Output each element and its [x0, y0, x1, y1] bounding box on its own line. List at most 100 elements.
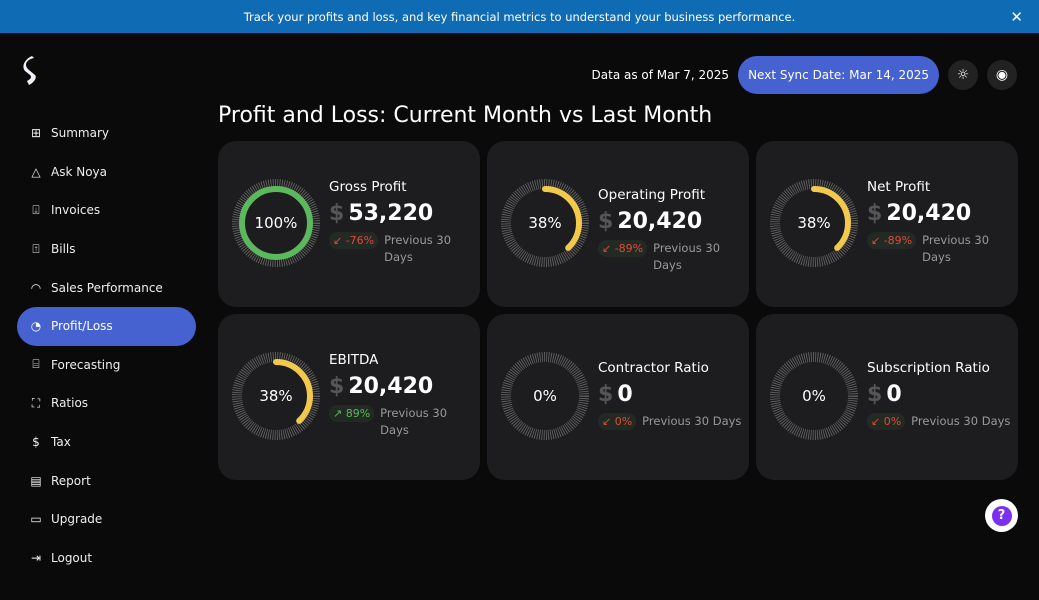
top-bar: Data as of Mar 7, 2025 Next Sync Date: M…	[592, 56, 1017, 94]
progress-gauge: 0%	[501, 352, 589, 440]
close-icon[interactable]: ✕	[1010, 8, 1023, 26]
sidebar-item-label: Logout	[51, 550, 93, 565]
sidebar-item-profit-loss[interactable]: ◔ Profit/Loss	[17, 306, 196, 346]
currency-symbol: $	[329, 201, 345, 226]
card-title: Operating Profit	[598, 187, 705, 203]
comparison-period: Previous 30 Days	[384, 233, 452, 264]
progress-gauge: 38%	[501, 179, 589, 267]
grid-icon: ⊞	[30, 126, 42, 141]
card-amount: 20,420	[348, 374, 434, 399]
sidebar-item-label: Tax	[51, 435, 71, 450]
metric-card-operating-profit: 38% Operating Profit $20,420 ↙ -89% Previ…	[487, 141, 749, 307]
gauge-percent: 0%	[802, 387, 826, 405]
progress-gauge: 100%	[232, 179, 320, 267]
gauge-arc	[508, 186, 582, 260]
sidebar-item-label: Upgrade	[51, 512, 103, 527]
sidebar-item-label: Forecasting	[51, 357, 121, 372]
change-badge: ↙ -76%	[329, 232, 379, 249]
card-title: Subscription Ratio	[867, 360, 990, 376]
change-badge: ↙ -89%	[598, 240, 648, 257]
sidebar-item-logout[interactable]: ⇥ Logout	[17, 539, 196, 578]
currency-symbol: $	[867, 201, 883, 226]
sidebar-item-label: Ask Noya	[51, 164, 107, 179]
card-title: Net Profit	[867, 179, 931, 195]
gauge-ticks	[770, 352, 858, 440]
card-amount: 20,420	[617, 209, 703, 234]
sidebar-item-label: Summary	[51, 126, 109, 141]
sidebar-nav: ⊞ Summary △ Ask Noya ⍗ Invoices ⍐ Bills ◠ Sales P…	[17, 114, 196, 577]
next-sync-button[interactable]: Next Sync Date: Mar 14, 2025	[738, 56, 939, 94]
progress-gauge: 38%	[232, 352, 320, 440]
sidebar-item-label: Bills	[51, 242, 76, 257]
page-title: Profit and Loss: Current Month vs Last M…	[218, 103, 713, 128]
gauge-percent: 0%	[533, 387, 557, 405]
sidebar-item-report[interactable]: ▤ Report	[17, 461, 196, 500]
sidebar-item-label: Ratios	[51, 396, 89, 411]
info-banner: Track your profits and loss, and key fin…	[0, 0, 1039, 33]
bill-upload-icon: ⍐	[32, 241, 40, 256]
user-circle-icon: ◉	[995, 67, 1009, 83]
nodes-icon: ⛶	[31, 395, 41, 410]
gauge-ticks	[770, 179, 858, 267]
sidebar-item-summary[interactable]: ⊞ Summary	[17, 114, 196, 153]
gauge-percent: 38%	[528, 214, 562, 232]
card-title: Contractor Ratio	[598, 360, 709, 376]
sidebar-item-label: Report	[51, 473, 91, 488]
sidebar-item-tax[interactable]: $ Tax	[17, 423, 196, 462]
profile-button[interactable]: ◉	[987, 60, 1017, 90]
gauge-ticks	[232, 352, 320, 440]
gauge-percent: 38%	[797, 214, 831, 232]
sidebar-item-forecasting[interactable]: ⌸ Forecasting	[17, 346, 196, 385]
speedometer-icon: ◠	[30, 280, 42, 295]
logo-icon[interactable]	[22, 56, 42, 88]
comparison-period: Previous 30 Days	[653, 241, 721, 272]
metric-card-net-profit: 38% Net Profit $20,420 ↙ -89% Previous 30…	[756, 141, 1018, 307]
metric-card-contractor-ratio: 0% Contractor Ratio $0 ↙ 0% Previous 30 D…	[487, 314, 749, 480]
currency-symbol: $	[598, 209, 614, 234]
metric-card-gross-profit: 100% Gross Profit $53,220 ↙ -76% Previous…	[218, 141, 480, 307]
dollar-circle-icon: $	[32, 435, 40, 450]
data-as-of: Data as of Mar 7, 2025	[591, 68, 730, 82]
help-button[interactable]: ?	[985, 499, 1018, 532]
card-amount: 20,420	[886, 201, 972, 226]
currency-symbol: $	[598, 382, 614, 407]
sidebar-item-label: Invoices	[51, 203, 101, 218]
gauge-ticks	[501, 352, 589, 440]
progress-gauge: 38%	[770, 179, 858, 267]
logout-icon: ⇥	[30, 550, 42, 565]
change-badge: ↙ 0%	[598, 413, 637, 430]
comparison-period: Previous 30 Days	[380, 406, 448, 437]
gauge-arc	[239, 186, 313, 260]
sidebar-item-ratios[interactable]: ⛶ Ratios	[17, 384, 196, 423]
theme-toggle-button[interactable]: ☼	[948, 60, 978, 90]
card-amount: 0	[617, 382, 633, 407]
report-icon: ▤	[30, 473, 42, 488]
sidebar-item-invoices[interactable]: ⍗ Invoices	[17, 191, 196, 230]
question-icon: ?	[991, 505, 1012, 526]
sidebar-item-sales-performance[interactable]: ◠ Sales Performance	[17, 268, 196, 307]
gauge-percent: 38%	[259, 387, 293, 405]
card-title: Gross Profit	[329, 179, 407, 195]
progress-gauge: 0%	[770, 352, 858, 440]
triangle-icon: △	[31, 164, 41, 179]
sidebar-item-upgrade[interactable]: ▭ Upgrade	[17, 500, 196, 539]
sun-icon: ☼	[956, 67, 970, 83]
sidebar-item-label: Profit/Loss	[51, 319, 113, 334]
gauge-ticks	[501, 179, 589, 267]
card-title: EBITDA	[329, 352, 379, 368]
currency-symbol: $	[329, 374, 345, 399]
change-badge: ↗ 89%	[329, 405, 375, 422]
card-amount: 53,220	[348, 201, 434, 226]
gauge-arc	[777, 186, 851, 260]
comparison-period: Previous 30 Days	[642, 414, 742, 428]
card-amount: 0	[886, 382, 902, 407]
presentation-icon: ⌸	[32, 357, 40, 372]
pie-chart-icon: ◔	[30, 319, 42, 334]
banner-text: Track your profits and loss, and key fin…	[243, 9, 796, 24]
sidebar-item-ask-noya[interactable]: △ Ask Noya	[17, 153, 196, 192]
change-badge: ↙ -89%	[867, 232, 917, 249]
sidebar-item-label: Sales Performance	[51, 280, 163, 295]
metric-card-ebitda: 38% EBITDA $20,420 ↗ 89% Previous 30 Days	[218, 314, 480, 480]
comparison-period: Previous 30 Days	[922, 233, 990, 264]
sidebar-item-bills[interactable]: ⍐ Bills	[17, 230, 196, 269]
